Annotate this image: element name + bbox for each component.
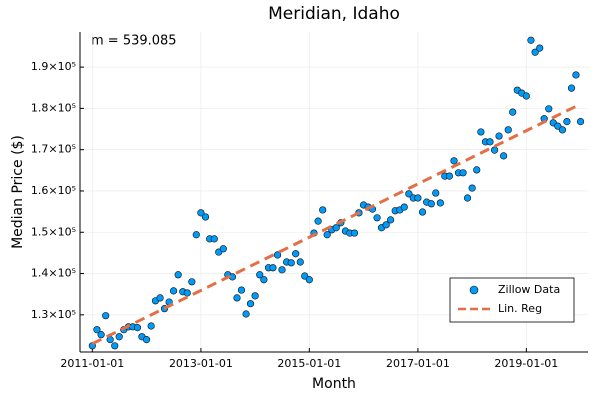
data-point xyxy=(142,336,151,344)
data-point xyxy=(133,324,142,332)
regression-line xyxy=(91,104,577,346)
data-point xyxy=(97,331,105,339)
y-tick-label: 1.3×10⁵ xyxy=(31,308,76,321)
data-point xyxy=(174,271,182,279)
data-point xyxy=(242,310,250,318)
data-point xyxy=(486,138,494,146)
data-point xyxy=(192,231,200,239)
data-point xyxy=(576,117,585,126)
data-point xyxy=(558,126,567,134)
data-point xyxy=(197,209,205,217)
data-point xyxy=(115,333,123,341)
chart-title: Meridian, Idaho xyxy=(268,4,400,24)
y-axis-label: Median Price ($) xyxy=(10,135,26,249)
data-point xyxy=(545,105,553,113)
y-tick-label: 1.8×10⁵ xyxy=(31,101,76,114)
data-point xyxy=(427,200,435,208)
data-point xyxy=(445,172,454,180)
data-point xyxy=(319,206,327,214)
data-point xyxy=(287,259,295,267)
data-point xyxy=(246,300,255,308)
annotation: m = 539.085 xyxy=(91,34,177,49)
data-point xyxy=(554,122,562,130)
data-point xyxy=(323,231,331,239)
data-point xyxy=(278,266,286,274)
data-point xyxy=(269,264,277,272)
data-point xyxy=(536,44,544,52)
data-point xyxy=(522,92,530,100)
data-point xyxy=(490,146,499,154)
legend-marker xyxy=(469,285,479,295)
data-point xyxy=(572,71,580,79)
data-point xyxy=(405,190,413,198)
data-point xyxy=(201,213,210,221)
data-point xyxy=(237,286,246,294)
data-point xyxy=(332,224,340,232)
data-point xyxy=(477,128,485,136)
data-point xyxy=(463,194,472,202)
y-tick-label: 1.7×10⁵ xyxy=(31,143,76,156)
data-point xyxy=(102,312,110,320)
data-point xyxy=(418,208,427,216)
data-point xyxy=(292,250,300,258)
x-tick-label: 2013-01-01 xyxy=(169,357,233,370)
data-point xyxy=(432,189,440,197)
data-point xyxy=(256,271,264,279)
data-point xyxy=(400,203,408,211)
data-point xyxy=(473,166,481,174)
data-point xyxy=(305,276,313,284)
y-tick-label: 1.5×10⁵ xyxy=(31,225,76,238)
legend-label: Lin. Reg xyxy=(498,302,542,315)
data-point xyxy=(567,84,576,92)
data-point xyxy=(296,258,304,266)
data-point xyxy=(233,294,241,302)
data-point xyxy=(350,229,359,237)
data-point xyxy=(527,36,535,44)
data-point xyxy=(314,217,322,225)
x-tick-label: 2019-01-01 xyxy=(494,357,558,370)
legend-label: Zillow Data xyxy=(498,283,560,296)
x-tick-label: 2017-01-01 xyxy=(386,357,450,370)
data-point xyxy=(147,322,155,330)
data-point xyxy=(500,152,508,160)
data-point xyxy=(169,287,178,295)
x-axis-label: Month xyxy=(312,376,356,392)
data-point xyxy=(219,245,227,253)
data-point xyxy=(183,289,191,297)
data-point xyxy=(251,292,259,300)
data-point xyxy=(495,132,503,140)
data-point xyxy=(531,48,539,56)
data-point xyxy=(436,199,444,207)
data-point xyxy=(373,214,381,222)
data-point xyxy=(93,326,101,334)
x-tick-label: 2011-01-01 xyxy=(60,357,124,370)
data-point xyxy=(111,342,119,350)
data-point xyxy=(188,278,196,286)
x-tick-label: 2015-01-01 xyxy=(277,357,341,370)
data-point xyxy=(210,235,218,243)
data-point xyxy=(260,276,268,284)
data-point xyxy=(563,117,571,126)
data-point xyxy=(382,221,390,229)
data-point xyxy=(504,126,512,134)
legend-box xyxy=(449,277,575,323)
data-point xyxy=(301,272,309,280)
y-tick-label: 1.9×10⁵ xyxy=(31,60,76,73)
data-point xyxy=(156,294,164,302)
data-point xyxy=(414,194,422,202)
data-point xyxy=(386,216,395,224)
data-point xyxy=(273,251,282,259)
y-tick-label: 1.4×10⁵ xyxy=(31,267,76,280)
y-tick-label: 1.6×10⁵ xyxy=(31,184,76,197)
data-point xyxy=(509,108,517,116)
data-point xyxy=(450,157,458,165)
data-point xyxy=(459,169,467,177)
data-point xyxy=(468,184,476,192)
